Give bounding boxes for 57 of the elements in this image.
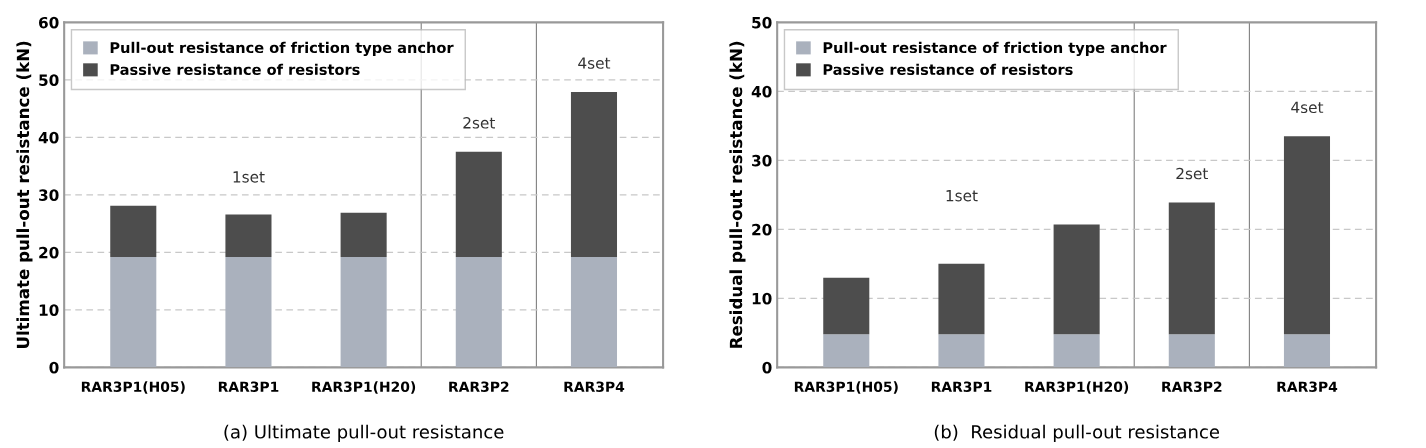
bar [938, 263, 985, 335]
y-tick-label: 40 [38, 131, 59, 144]
x-tick-label: RAR3P1 [218, 381, 279, 392]
bar [455, 256, 502, 368]
bar [1283, 136, 1331, 335]
x-tick-label: RAR3P1(H05) [81, 381, 185, 394]
y-tick-label: 0 [49, 361, 59, 374]
bar [938, 334, 985, 368]
y-tick-label: 0 [762, 361, 772, 374]
y-tick-label: 30 [39, 189, 59, 201]
bar [1168, 202, 1215, 335]
legend-label: Pull-out resistance of friction type anchor [823, 41, 1167, 57]
y-tick-label: 10 [752, 292, 772, 305]
legend-label: Pull-out resistance of friction type anchor [110, 41, 454, 57]
x-tick-label: RAR3P4 [564, 381, 625, 392]
y-tick-label: 20 [752, 223, 772, 236]
bar [1168, 334, 1215, 368]
y-tick-label: 50 [39, 74, 59, 86]
x-tick-label: RAR3P2 [1162, 381, 1222, 392]
text: (a) Ultimate pull-out resistance [224, 424, 504, 443]
y-tick-label: 20 [39, 246, 59, 259]
bar [823, 334, 870, 368]
x-tick-label: RAR3P2 [449, 381, 509, 392]
legend-label: Passive resistance of resistors [110, 63, 360, 76]
bar [225, 256, 272, 368]
annotation: 2set [1176, 167, 1208, 180]
bar [1053, 224, 1100, 335]
y-axis-title: Ultimate pull-out resistance (kN) [16, 41, 33, 348]
bar [110, 256, 157, 368]
y-axis-title: Residual pull-out resistance (kN) [729, 41, 746, 348]
legend-label: Passive resistance of resistors [823, 63, 1073, 76]
x-tick-label: RAR3P1(H20) [1025, 381, 1129, 394]
annotation: 1set [233, 171, 265, 183]
annotation: 4set [1291, 101, 1324, 114]
y-tick-label: 10 [39, 304, 59, 316]
y-tick-label: 60 [39, 16, 59, 29]
x-tick-label: RAR3P1(H20) [312, 381, 416, 394]
bar [110, 205, 157, 257]
bar [570, 256, 618, 368]
annotation: 4set [578, 57, 611, 69]
annotation: 2set [463, 117, 495, 129]
bar [340, 212, 387, 257]
x-tick-label: RAR3P4 [1277, 381, 1338, 392]
x-tick-label: RAR3P1 [931, 381, 992, 392]
bar [1053, 334, 1100, 368]
bar [1283, 334, 1331, 368]
bar [340, 256, 387, 368]
bar [225, 214, 272, 257]
bar [455, 151, 502, 257]
y-tick-label: 50 [752, 16, 772, 29]
x-tick-label: RAR3P1(H05) [794, 381, 898, 394]
bar [823, 277, 870, 335]
y-tick-label: 30 [752, 154, 772, 167]
bar [570, 91, 618, 257]
annotation: 1set [946, 190, 978, 202]
y-tick-label: 40 [751, 85, 772, 98]
text: (b) Residual pull-out resistance [934, 424, 1220, 443]
